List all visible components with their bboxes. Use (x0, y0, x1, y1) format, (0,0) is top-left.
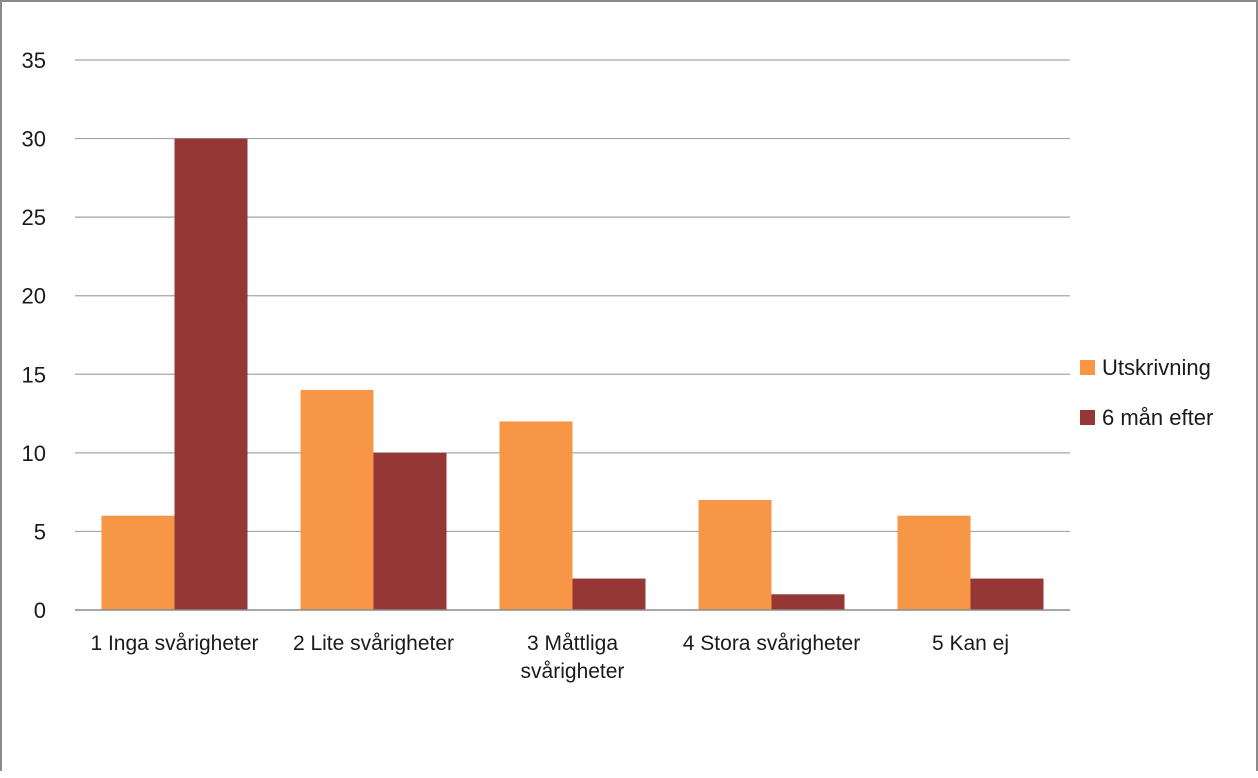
bar-6-man-efter (572, 578, 646, 610)
bar-utskrivning (101, 515, 175, 610)
y-axis-tick-labels: 0 5 10 15 20 25 30 35 (22, 48, 46, 623)
bars (101, 138, 1044, 611)
x-tick-label: 4 Stora svårigheter (683, 632, 860, 655)
bar-6-man-efter (771, 594, 845, 610)
bar-utskrivning (300, 390, 374, 610)
x-tick-label: 3 Måttliga (527, 632, 618, 655)
y-tick-label: 20 (22, 284, 46, 309)
y-tick-label: 15 (22, 362, 46, 387)
y-tick-label: 30 (22, 127, 46, 152)
legend-swatch (1080, 410, 1095, 425)
x-axis-tick-labels: 1 Inga svårigheter 2 Lite svårigheter 3 Må… (90, 632, 1009, 683)
bar-6-man-efter (970, 578, 1044, 610)
bar-utskrivning (499, 421, 573, 610)
y-tick-label: 35 (22, 48, 46, 73)
x-tick-label: svårigheter (521, 660, 625, 683)
bar-6-man-efter (373, 452, 447, 610)
x-tick-label: 5 Kan ej (932, 632, 1009, 655)
x-tick-label: 2 Lite svårigheter (293, 632, 454, 655)
y-tick-label: 5 (34, 519, 46, 544)
y-tick-label: 10 (22, 441, 46, 466)
x-tick-label: 1 Inga svårigheter (90, 632, 258, 655)
legend-swatch (1080, 360, 1095, 375)
bar-6-man-efter (174, 138, 248, 611)
y-tick-label: 0 (34, 598, 46, 623)
bar-utskrivning (698, 500, 772, 610)
legend-label: Utskrivning (1102, 355, 1211, 380)
legend-label: 6 mån efter (1102, 405, 1213, 430)
y-tick-label: 25 (22, 205, 46, 230)
legend: Utskrivning 6 mån efter (1080, 355, 1213, 430)
bar-utskrivning (897, 515, 971, 610)
